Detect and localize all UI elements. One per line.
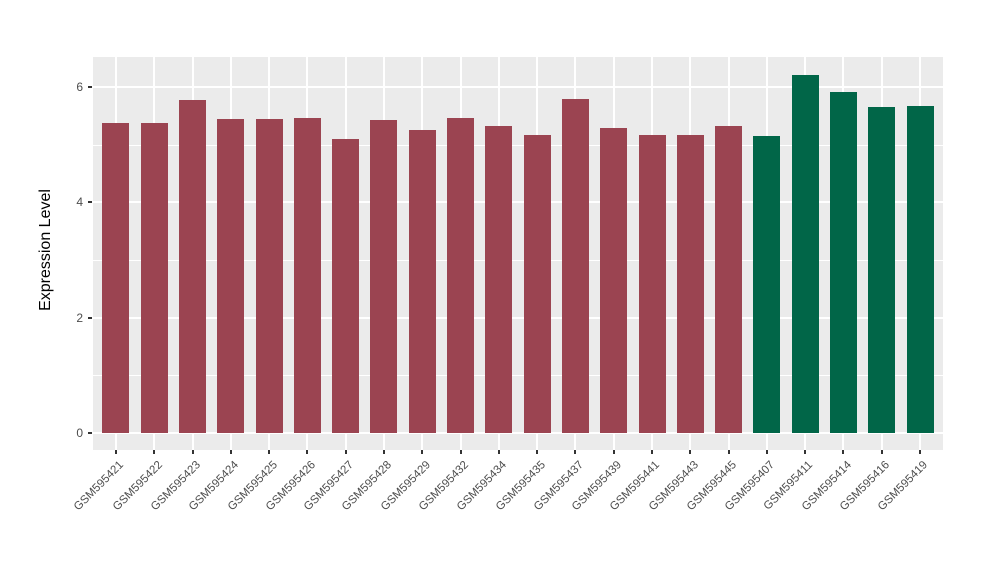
bar-GSM595419: [906, 106, 934, 433]
bar-GSM595443: [676, 134, 704, 433]
bar-GSM595439: [600, 127, 628, 433]
bar-GSM595437: [561, 99, 589, 433]
x-tick: [842, 450, 845, 454]
gridline-major: [93, 201, 943, 204]
gridline-major: [93, 85, 943, 88]
bar-GSM595445: [715, 126, 743, 433]
gridline-minor: [93, 259, 943, 261]
x-tick: [880, 450, 883, 454]
bar-GSM595414: [829, 92, 857, 433]
plot-panel: [93, 57, 943, 450]
y-tick: [88, 316, 92, 319]
gridline-major: [93, 432, 943, 434]
y-tick: [88, 432, 92, 434]
y-tick-label: 4: [76, 195, 83, 210]
x-tick: [153, 450, 156, 454]
x-tick: [574, 450, 577, 454]
x-tick: [804, 450, 807, 454]
x-tick: [344, 450, 347, 454]
x-tick: [536, 450, 539, 454]
bar-GSM595441: [638, 134, 666, 433]
x-tick: [689, 450, 692, 454]
x-tick: [268, 450, 271, 454]
x-tick: [382, 450, 385, 454]
bar-GSM595423: [179, 99, 207, 433]
bar-GSM595416: [868, 107, 896, 433]
y-tick-label: 6: [76, 79, 83, 94]
x-tick: [306, 450, 309, 454]
bar-GSM595432: [447, 117, 475, 433]
bar-GSM595426: [293, 118, 321, 433]
x-tick: [191, 450, 194, 454]
x-tick: [919, 450, 922, 454]
bar-GSM595407: [753, 136, 781, 433]
bar-GSM595435: [523, 134, 551, 433]
x-tick: [497, 450, 500, 454]
x-tick: [114, 450, 117, 454]
y-tick-label: 2: [76, 310, 83, 325]
bar-GSM595411: [791, 74, 819, 433]
x-tick: [229, 450, 232, 454]
x-tick: [421, 450, 424, 454]
bar-GSM595427: [332, 139, 360, 433]
bar-GSM595422: [140, 123, 168, 433]
gridline-minor: [93, 375, 943, 377]
bar-GSM595421: [102, 123, 130, 433]
bar-GSM595429: [408, 130, 436, 433]
x-tick: [612, 450, 615, 454]
bar-GSM595434: [485, 125, 513, 433]
y-tick: [88, 201, 92, 204]
gridline-minor: [93, 144, 943, 146]
x-tick: [459, 450, 462, 454]
gridline-major: [93, 316, 943, 319]
bar-GSM595425: [255, 119, 283, 433]
bar-GSM595428: [370, 119, 398, 433]
x-tick: [727, 450, 730, 454]
x-tick: [651, 450, 653, 454]
bar-GSM595424: [217, 119, 245, 433]
x-tick: [765, 450, 768, 454]
y-tick: [88, 85, 92, 88]
y-tick-label: 0: [76, 426, 83, 440]
